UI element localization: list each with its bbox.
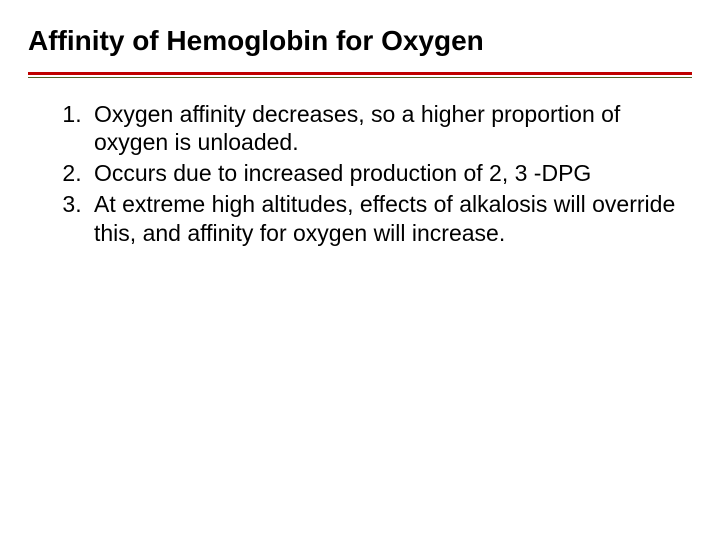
list-item: Occurs due to increased production of 2,…	[88, 159, 692, 188]
list-item: At extreme high altitudes, effects of al…	[88, 190, 692, 248]
slide-title: Affinity of Hemoglobin for Oxygen	[28, 24, 692, 58]
slide: Affinity of Hemoglobin for Oxygen Oxygen…	[0, 0, 720, 540]
bullet-list: Oxygen affinity decreases, so a higher p…	[28, 100, 692, 248]
divider-red	[28, 72, 692, 75]
divider-green	[28, 77, 692, 78]
list-item: Oxygen affinity decreases, so a higher p…	[88, 100, 692, 158]
